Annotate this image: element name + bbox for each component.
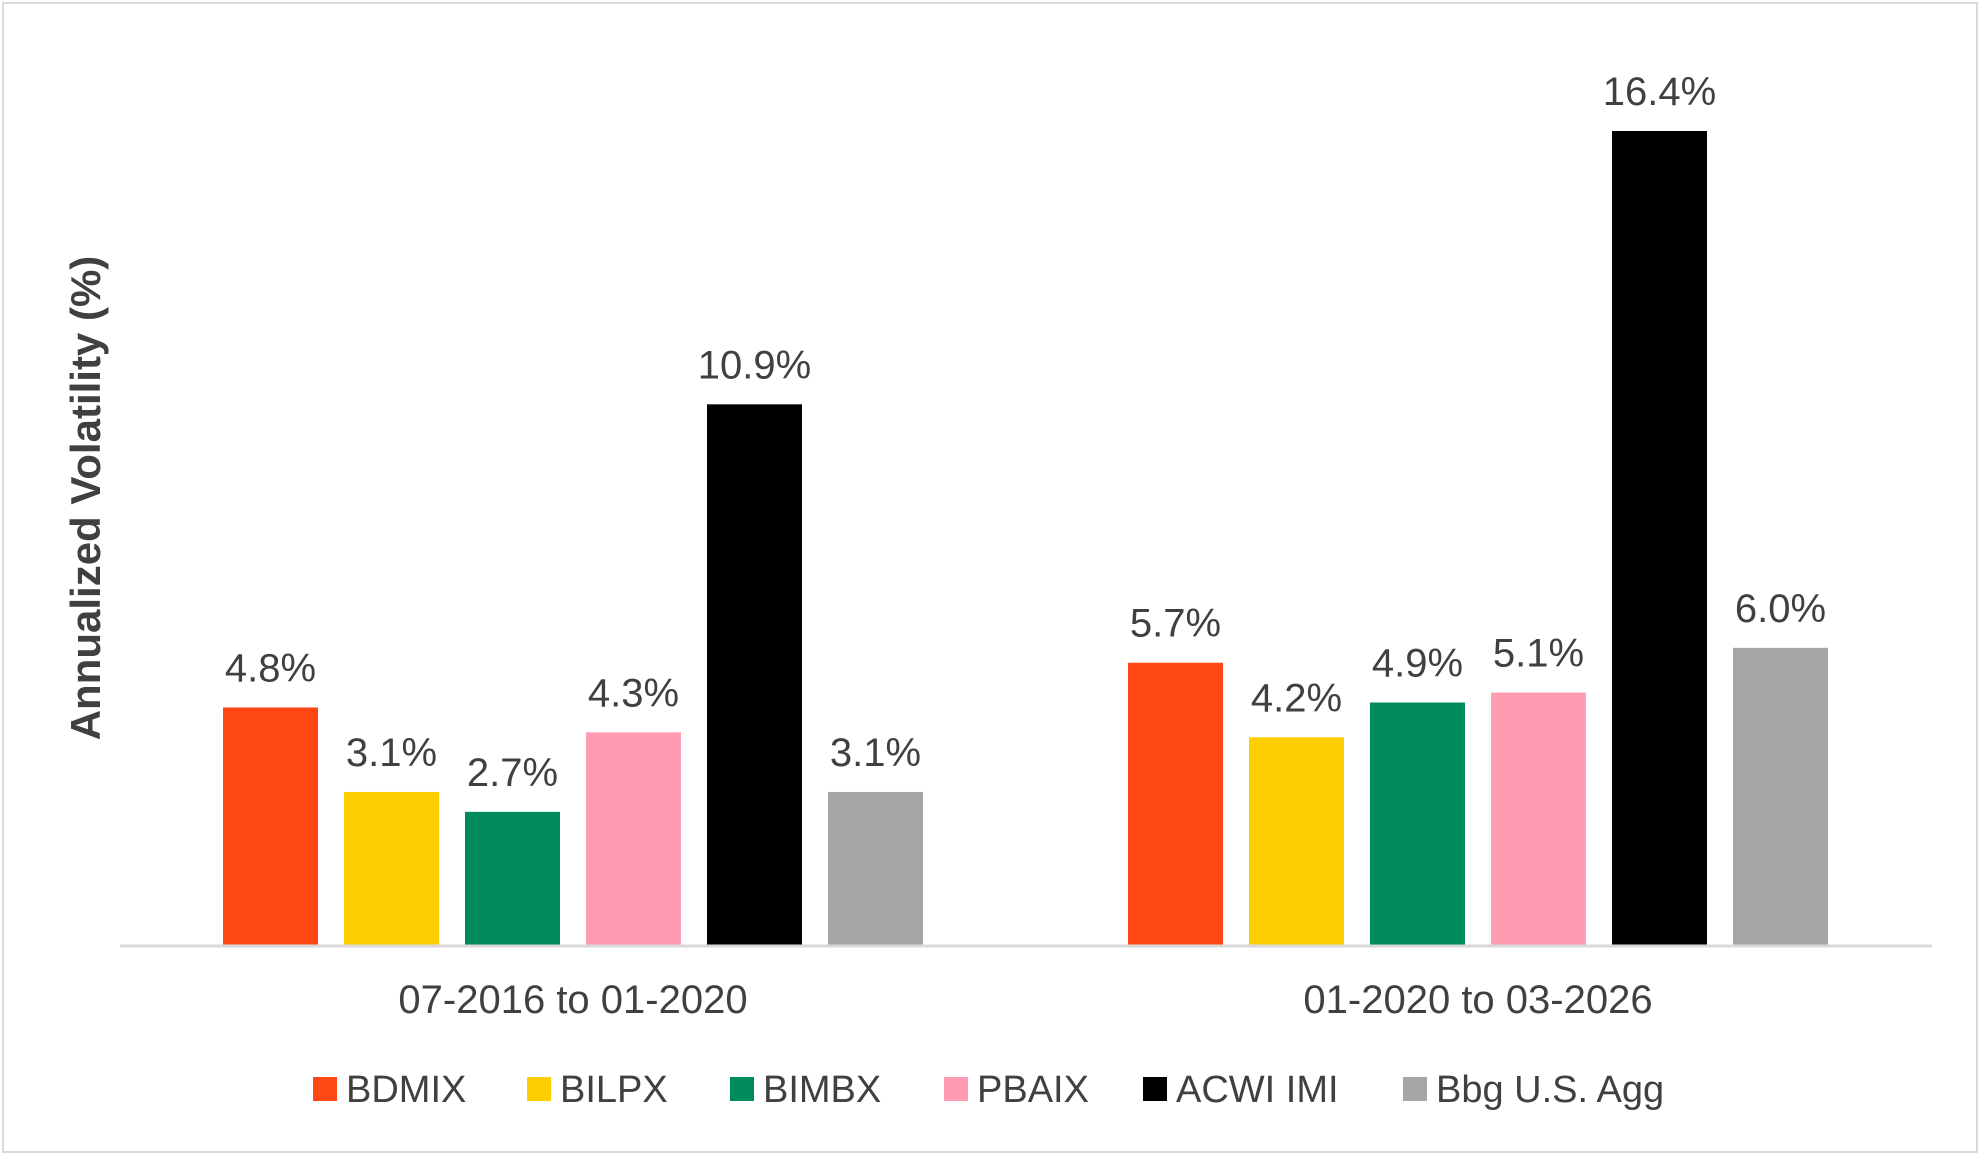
bar-acwi-imi-1 [707, 404, 802, 946]
bar-pbaix-2 [1491, 692, 1586, 946]
data-label: 2.7% [467, 751, 558, 795]
legend-swatch [1403, 1077, 1427, 1101]
data-label: 5.7% [1130, 602, 1221, 646]
category-label: 01-2020 to 03-2026 [1303, 978, 1652, 1022]
legend-swatch [944, 1077, 968, 1101]
data-label: 16.4% [1603, 70, 1716, 114]
bar-bdmix-1 [223, 707, 318, 946]
data-label: 10.9% [698, 343, 811, 387]
bar-bimbx-2 [1370, 702, 1465, 946]
bar-bdmix-2 [1128, 662, 1223, 946]
bars-group [223, 131, 1828, 946]
data-label: 4.2% [1251, 676, 1342, 720]
y-axis-label: Annualized Volatility (%) [62, 256, 109, 741]
legend-swatch [313, 1077, 337, 1101]
bar-bilpx-1 [344, 791, 439, 946]
legend-swatch [730, 1077, 754, 1101]
legend-label: PBAIX [977, 1069, 1089, 1111]
data-label: 6.0% [1735, 587, 1826, 631]
legend-swatch [1143, 1077, 1167, 1101]
bar-bbg-u-s-agg-1 [828, 791, 923, 946]
data-labels-group: 4.8% 3.1% 2.7% 4.3% 10.9% 3.1% 5.7% 4.2% 4.9% 5.1… [225, 70, 1826, 795]
legend-label: BDMIX [346, 1069, 466, 1111]
data-label: 4.8% [225, 646, 316, 690]
data-label: 4.9% [1372, 641, 1463, 685]
legend-label: BILPX [560, 1069, 668, 1111]
legend: BDMIX BILPX BIMBX PBAIX ACWI IMI Bbg U.S. Agg [313, 1069, 1664, 1111]
data-label: 3.1% [346, 731, 437, 775]
category-label: 07-2016 to 01-2020 [398, 978, 747, 1022]
bar-bbg-u-s-agg-2 [1733, 647, 1828, 946]
bar-bilpx-2 [1249, 737, 1344, 946]
legend-label: ACWI IMI [1176, 1069, 1339, 1111]
bar-pbaix-1 [586, 732, 681, 946]
data-label: 5.1% [1493, 632, 1584, 676]
legend-label: BIMBX [763, 1069, 881, 1111]
legend-swatch [527, 1077, 551, 1101]
bar-acwi-imi-2 [1612, 131, 1707, 946]
data-label: 4.3% [588, 671, 679, 715]
data-label: 3.1% [830, 731, 921, 775]
bar-bimbx-1 [465, 811, 560, 946]
legend-label: Bbg U.S. Agg [1436, 1069, 1664, 1111]
category-labels-group: 07-2016 to 01-2020 01-2020 to 03-2026 [398, 978, 1652, 1022]
